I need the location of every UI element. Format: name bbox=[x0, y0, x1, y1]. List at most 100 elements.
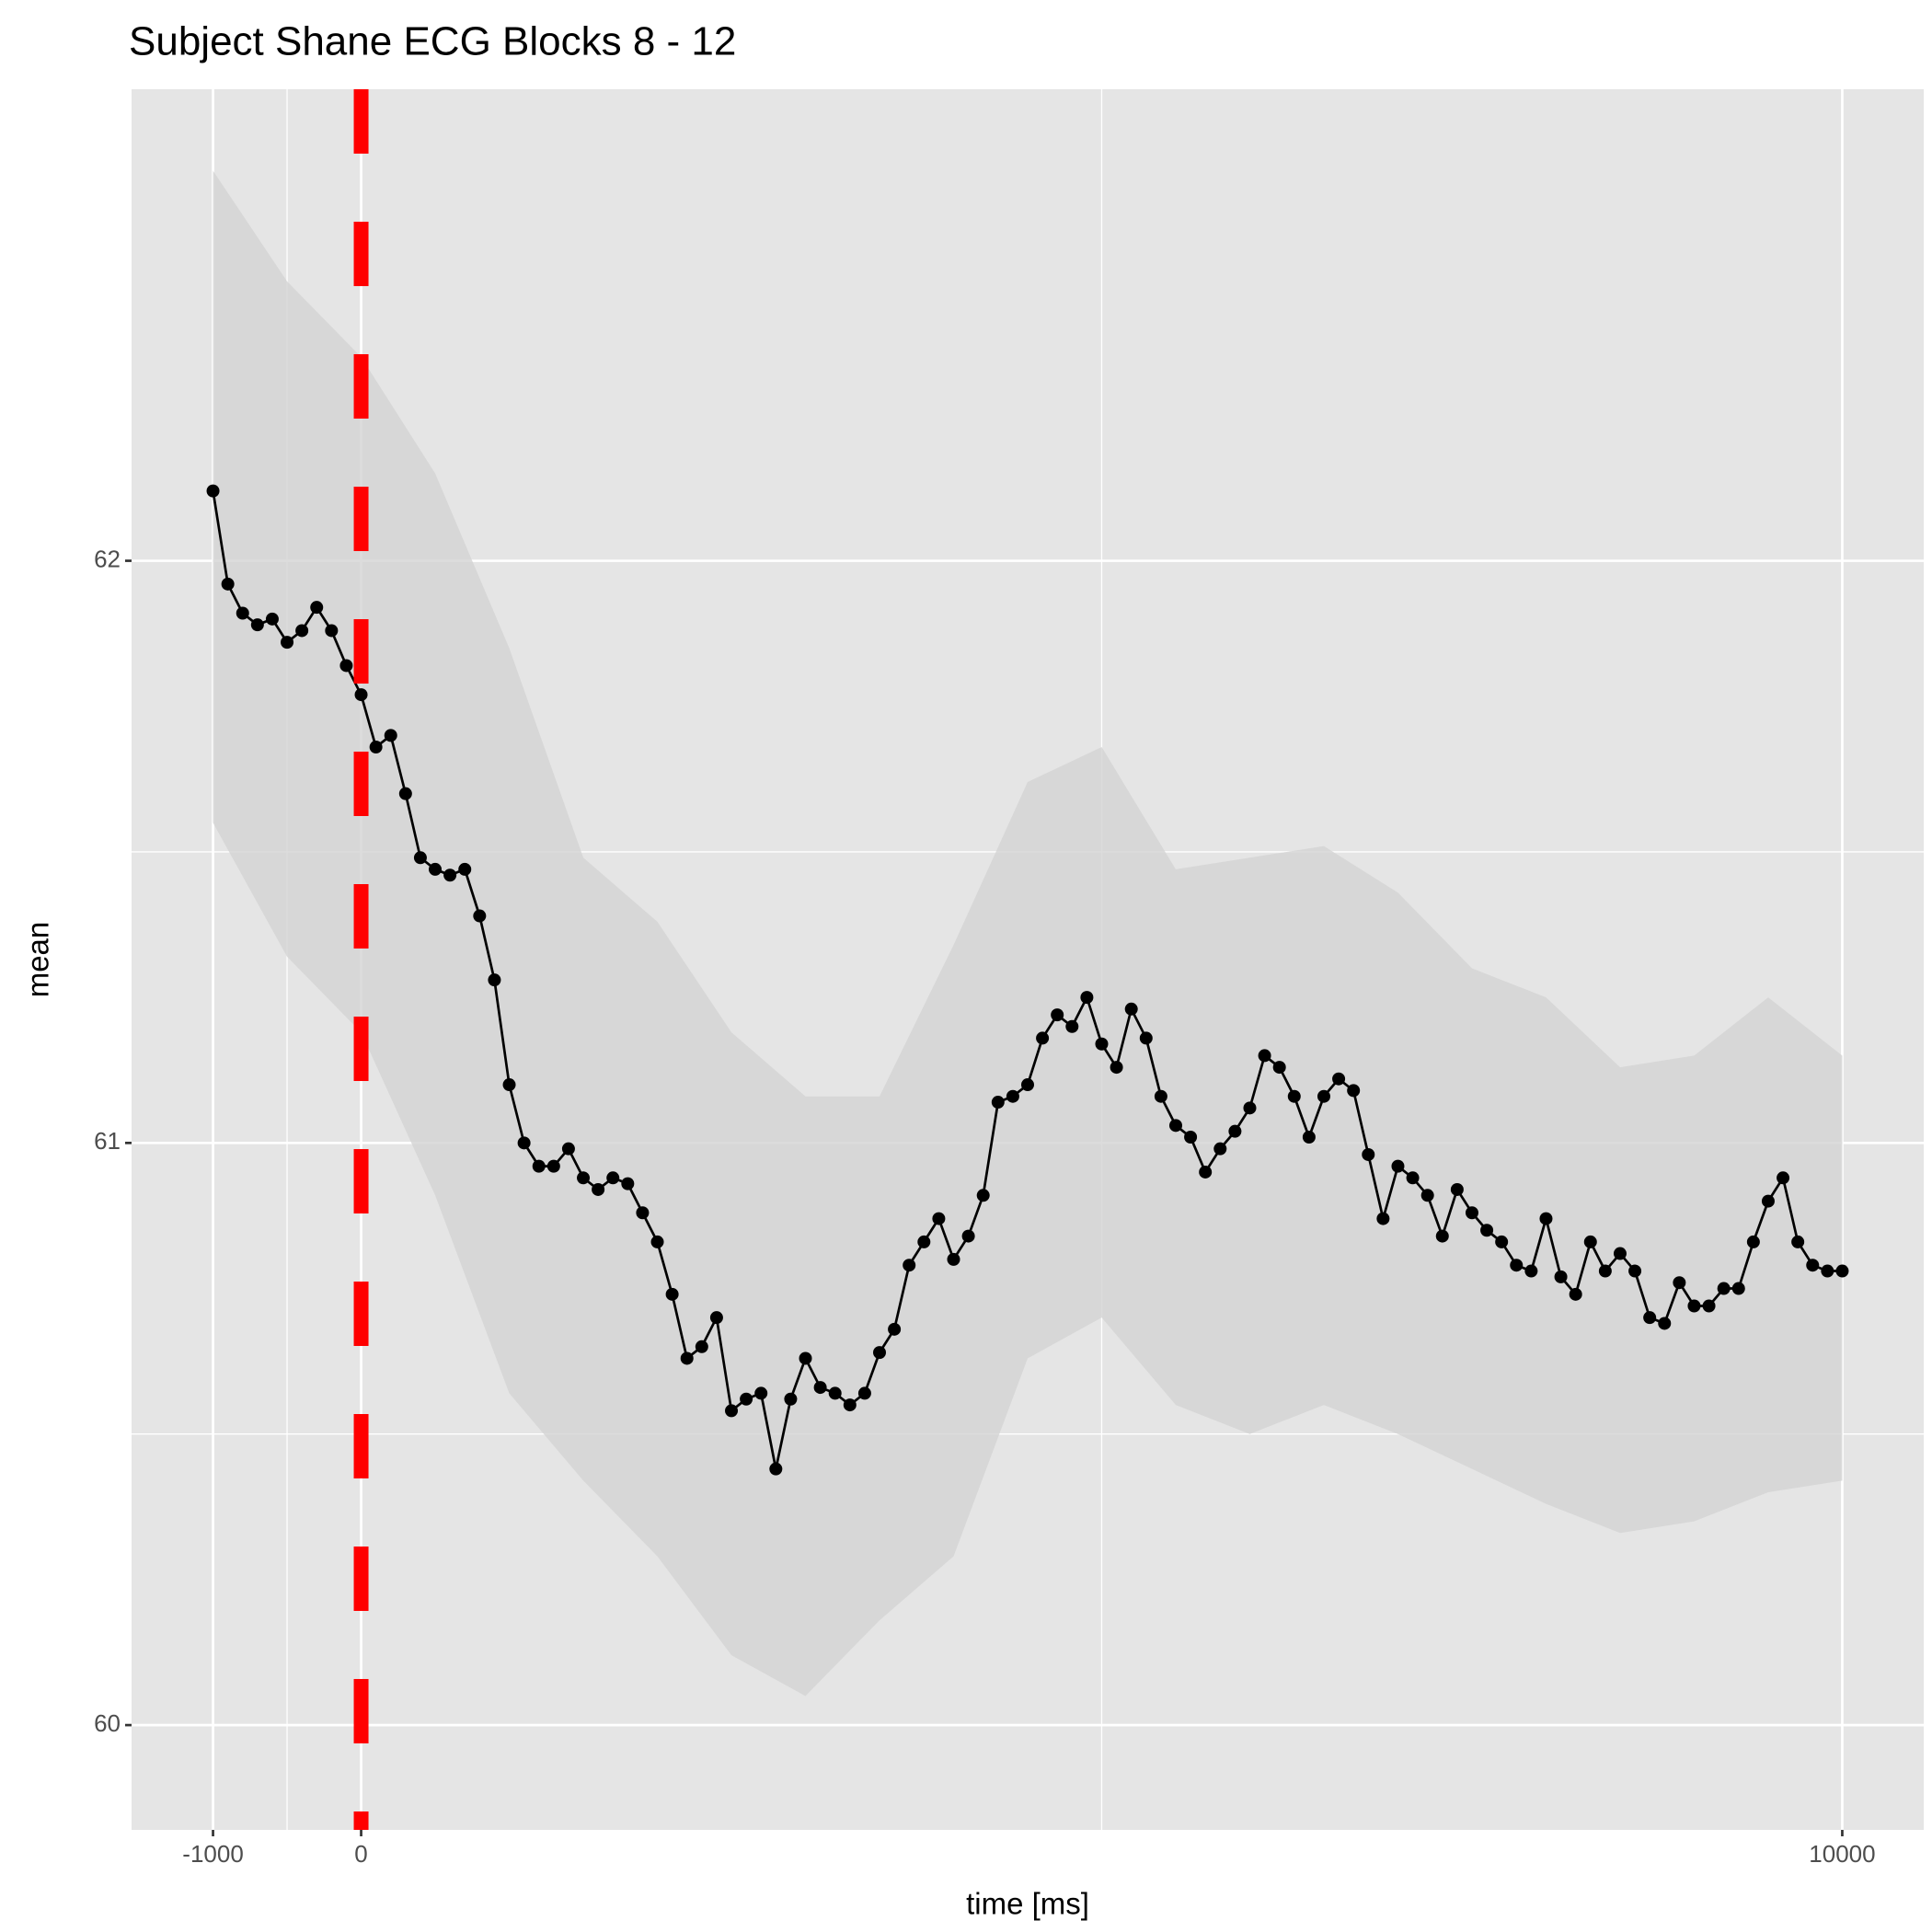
point bbox=[265, 612, 279, 626]
point bbox=[1731, 1282, 1745, 1295]
point bbox=[695, 1340, 708, 1353]
point bbox=[443, 868, 457, 882]
point bbox=[1598, 1264, 1612, 1278]
point bbox=[1021, 1078, 1034, 1092]
point bbox=[458, 862, 472, 876]
x-axis-title: time [ms] bbox=[966, 1887, 1089, 1921]
point bbox=[1213, 1142, 1227, 1156]
point bbox=[1702, 1299, 1716, 1313]
point bbox=[561, 1142, 575, 1156]
point bbox=[1643, 1311, 1657, 1325]
point bbox=[546, 1159, 560, 1173]
point bbox=[606, 1171, 620, 1185]
point bbox=[1110, 1061, 1123, 1075]
x-tick-label: 10000 bbox=[1809, 1840, 1875, 1868]
point bbox=[1539, 1212, 1553, 1225]
point bbox=[1791, 1235, 1805, 1248]
point bbox=[857, 1386, 871, 1400]
point bbox=[709, 1311, 723, 1325]
point bbox=[1510, 1259, 1524, 1272]
point bbox=[932, 1212, 946, 1225]
y-tick-label: 60 bbox=[94, 1709, 121, 1737]
point bbox=[295, 624, 309, 638]
point bbox=[1124, 1002, 1138, 1016]
point bbox=[1332, 1072, 1346, 1086]
point bbox=[1184, 1130, 1198, 1144]
point bbox=[1761, 1194, 1775, 1208]
point bbox=[1465, 1206, 1478, 1220]
point bbox=[799, 1351, 812, 1365]
point bbox=[1435, 1229, 1449, 1243]
y-tick-label: 62 bbox=[94, 545, 121, 572]
point bbox=[621, 1177, 635, 1190]
point bbox=[1583, 1235, 1597, 1248]
point bbox=[828, 1386, 842, 1400]
point bbox=[1835, 1264, 1849, 1278]
point bbox=[1065, 1019, 1079, 1033]
point bbox=[1554, 1270, 1568, 1283]
point bbox=[1391, 1159, 1405, 1173]
point bbox=[1406, 1171, 1420, 1185]
point bbox=[1302, 1130, 1316, 1144]
point bbox=[784, 1392, 798, 1406]
point bbox=[577, 1171, 591, 1185]
point bbox=[310, 601, 324, 615]
point bbox=[281, 636, 294, 650]
point bbox=[665, 1287, 679, 1301]
point bbox=[236, 606, 249, 620]
point bbox=[1777, 1171, 1790, 1185]
point bbox=[1168, 1119, 1182, 1133]
x-tick-label: -1000 bbox=[182, 1840, 244, 1868]
point bbox=[221, 577, 235, 591]
point bbox=[339, 659, 353, 673]
point bbox=[650, 1235, 664, 1248]
point bbox=[1095, 1037, 1109, 1051]
point bbox=[369, 741, 383, 754]
point bbox=[1347, 1084, 1361, 1098]
point bbox=[1806, 1259, 1820, 1272]
point bbox=[429, 862, 443, 876]
point bbox=[354, 688, 368, 702]
point bbox=[1420, 1189, 1434, 1202]
point bbox=[1287, 1089, 1301, 1103]
point bbox=[1376, 1212, 1390, 1225]
ribbon bbox=[213, 170, 1843, 1696]
point bbox=[813, 1381, 827, 1395]
point bbox=[1687, 1299, 1701, 1313]
point bbox=[888, 1322, 902, 1336]
point bbox=[1243, 1101, 1257, 1115]
point bbox=[976, 1189, 990, 1202]
point bbox=[1051, 1008, 1064, 1022]
point bbox=[1272, 1061, 1286, 1075]
point bbox=[843, 1398, 857, 1412]
point bbox=[1154, 1089, 1167, 1103]
point bbox=[1450, 1182, 1464, 1196]
point bbox=[1673, 1276, 1686, 1290]
point bbox=[206, 484, 220, 498]
point bbox=[1613, 1247, 1627, 1260]
point bbox=[754, 1386, 768, 1400]
point bbox=[1495, 1235, 1509, 1248]
point bbox=[1228, 1124, 1242, 1138]
point bbox=[1199, 1165, 1213, 1179]
point bbox=[1036, 1031, 1050, 1045]
point bbox=[517, 1136, 531, 1150]
y-axis-title: mean bbox=[21, 922, 55, 998]
point bbox=[1480, 1224, 1494, 1237]
point bbox=[1080, 991, 1094, 1005]
x-tick-label: 0 bbox=[354, 1840, 367, 1868]
point bbox=[1628, 1264, 1642, 1278]
point bbox=[532, 1159, 546, 1173]
point bbox=[398, 787, 412, 800]
point bbox=[991, 1096, 1005, 1110]
point bbox=[1717, 1282, 1731, 1295]
point bbox=[1317, 1089, 1330, 1103]
point bbox=[917, 1235, 931, 1248]
point bbox=[488, 973, 501, 987]
point bbox=[384, 729, 397, 742]
point bbox=[903, 1259, 916, 1272]
point bbox=[473, 909, 487, 923]
point bbox=[1746, 1235, 1760, 1248]
point bbox=[636, 1206, 650, 1220]
point bbox=[592, 1182, 605, 1196]
